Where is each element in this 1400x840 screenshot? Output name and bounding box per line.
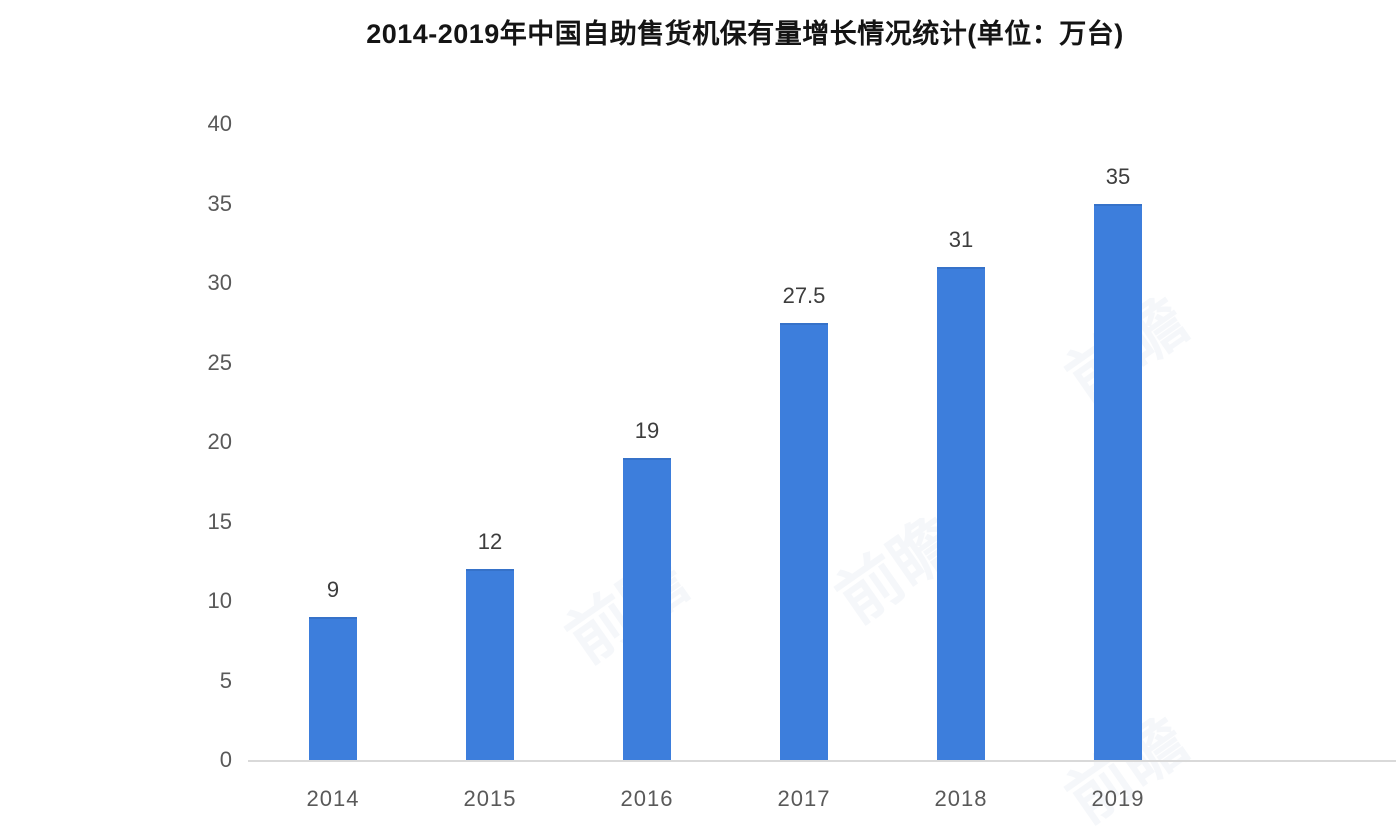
bar-2016: [623, 457, 671, 760]
y-axis-tick-label: 20: [207, 429, 232, 454]
y-axis-tick-label: 35: [207, 190, 232, 216]
bar-2017: [780, 322, 828, 760]
x-axis-tick-label: 2019: [1091, 786, 1145, 811]
x-axis-tick-label: 2015: [463, 786, 517, 811]
y-axis-tick-label: 15: [207, 508, 232, 534]
y-axis-tick-label: 10: [207, 588, 232, 613]
y-axis-tick-label: 30: [207, 270, 232, 295]
bar-2018: [937, 267, 985, 760]
bar-value-label: 19: [634, 417, 660, 443]
bar-value-label: 9: [326, 576, 340, 602]
bar-value-label: 12: [477, 529, 503, 555]
bar-value-label: 35: [1105, 163, 1131, 189]
bar-2015: [466, 569, 514, 760]
x-axis-tick-label: 2017: [777, 786, 831, 811]
bar-value-label: 31: [948, 227, 974, 253]
y-axis-tick-label: 25: [207, 349, 232, 375]
bar-2014: [309, 616, 357, 760]
chart-title: 2014-2019年中国自助售货机保有量增长情况统计(单位：万台): [366, 19, 1124, 49]
y-axis-tick-label: 5: [219, 667, 232, 693]
x-axis-line: [248, 760, 1396, 762]
x-axis-tick-label: 2014: [306, 786, 360, 811]
bar-2019: [1094, 203, 1142, 760]
x-axis-tick-label: 2018: [934, 786, 988, 811]
x-axis-tick-label: 2016: [620, 786, 674, 811]
y-axis-tick-label: 0: [219, 747, 232, 772]
y-axis-tick-label: 40: [207, 111, 232, 136]
bar-value-label: 27.5: [782, 282, 826, 308]
